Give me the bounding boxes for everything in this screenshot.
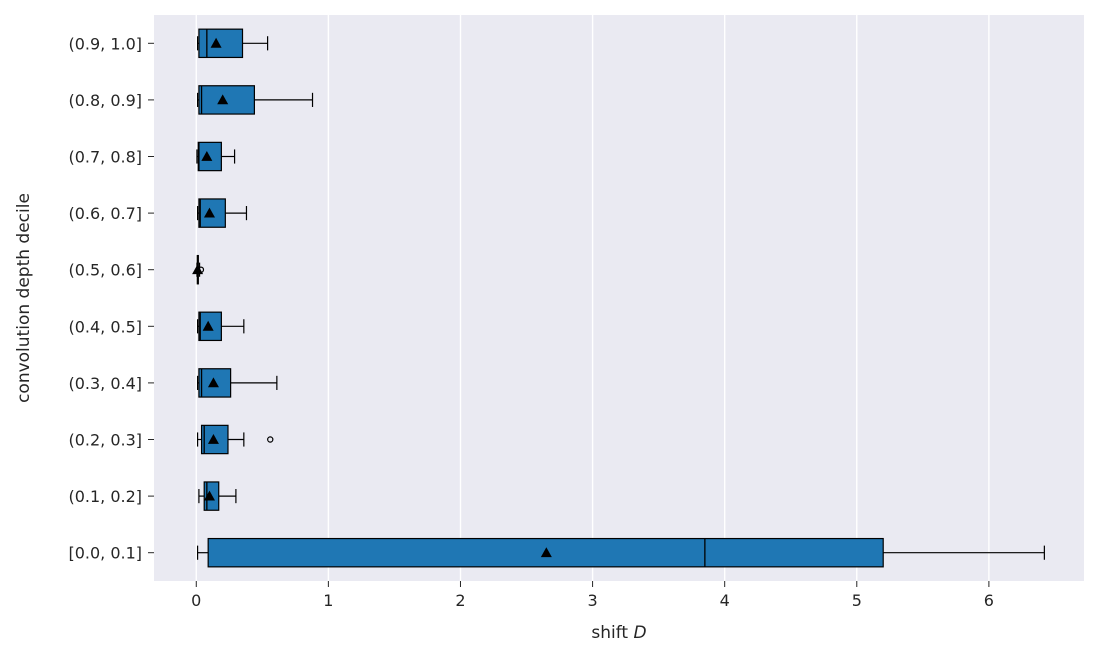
mean-marker (203, 207, 215, 218)
y-axis-title: convolution depth decile (14, 193, 34, 403)
mean-marker (207, 377, 219, 388)
x-tick-label: 2 (455, 591, 465, 610)
x-tick-label: 3 (587, 591, 597, 610)
box-group (196, 368, 278, 398)
x-tick-label: 1 (323, 591, 333, 610)
mean-marker (201, 151, 213, 161)
mean-marker (207, 434, 219, 444)
x-tick-label: 4 (720, 591, 730, 610)
y-tick-label: (0.4, 0.5] (68, 317, 142, 336)
outlier-point (267, 436, 274, 443)
x-axis-title-text: shift (591, 623, 633, 643)
mean-marker (192, 264, 204, 275)
box (198, 28, 244, 59)
plot-background (154, 15, 1084, 581)
box-group (196, 141, 236, 172)
outlier-point (197, 266, 205, 273)
grid-lines (195, 15, 990, 581)
box-group (196, 311, 245, 342)
x-tick-label: 5 (852, 591, 862, 610)
y-axis-ticks: [0.0, 0.1] (0.1, 0.2] (0.2, 0.3] (0.3, 0.4]… (68, 34, 154, 563)
mean-marker (203, 490, 215, 501)
x-axis-title-variable: D (634, 623, 647, 643)
y-tick-label: (0.8, 0.9] (68, 91, 142, 110)
y-tick-label: (0.2, 0.3] (68, 431, 142, 450)
box-group (196, 198, 248, 228)
mean-marker (202, 320, 214, 331)
mean-marker (540, 547, 552, 558)
x-tick-label: 6 (984, 591, 994, 610)
box-group (196, 85, 314, 115)
box-group (196, 28, 269, 59)
box (198, 85, 255, 115)
box-group (196, 537, 1045, 568)
y-tick-label: (0.7, 0.8] (68, 148, 142, 167)
x-axis-ticks: 0 1 2 3 4 5 6 (191, 581, 994, 610)
y-tick-label: (0.5, 0.6] (68, 261, 142, 280)
boxes-layer (192, 28, 1045, 568)
mean-marker (217, 94, 229, 105)
mean-marker (210, 37, 222, 48)
box-group (192, 254, 205, 285)
x-axis-title: shift D (591, 623, 646, 643)
box-group (196, 424, 274, 455)
y-tick-label: (0.6, 0.7] (68, 204, 142, 223)
x-tick-label: 0 (191, 591, 201, 610)
box-group (198, 481, 237, 511)
y-tick-label: (0.9, 1.0] (68, 34, 142, 53)
y-tick-label: [0.0, 0.1] (68, 544, 142, 563)
y-tick-label: (0.1, 0.2] (68, 487, 142, 506)
y-tick-label: (0.3, 0.4] (68, 374, 142, 393)
